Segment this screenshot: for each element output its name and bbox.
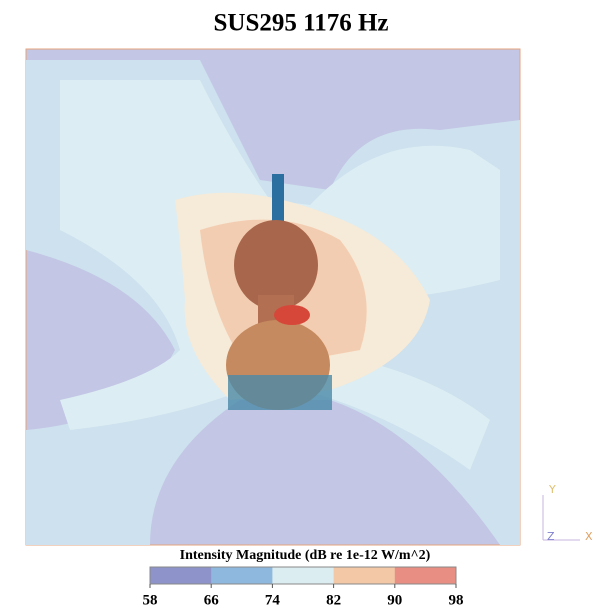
colorbar-tick-label: 66 — [204, 592, 220, 608]
title: SUS295 1176 Hz — [213, 10, 388, 37]
colorbar-tick-label: 74 — [265, 592, 281, 608]
colorbar-tick-label: 90 — [387, 592, 402, 608]
colorbar-tick-label: 82 — [326, 592, 341, 608]
triad-z: Z — [547, 530, 555, 543]
colorbar-tick-label: 98 — [449, 592, 464, 608]
figure: SUS295 1176 Hz Y Z X Intensity Magnitude… — [0, 0, 602, 610]
colorbar-segment — [150, 567, 212, 584]
colorbar-segment — [211, 567, 273, 584]
triad-y: Y — [548, 483, 556, 496]
violin-bridge — [274, 305, 310, 325]
field-plot — [26, 49, 520, 545]
colorbar-segment — [395, 567, 457, 584]
colorbar-tick-label: 58 — [143, 592, 158, 608]
colorbar-segment — [272, 567, 334, 584]
colorbar-label: Intensity Magnitude (dB re 1e-12 W/m^2) — [180, 548, 431, 563]
violin-neck — [272, 174, 284, 224]
triad-x: X — [585, 530, 593, 543]
colorbar-segment — [334, 567, 396, 584]
violin-base — [228, 375, 332, 410]
